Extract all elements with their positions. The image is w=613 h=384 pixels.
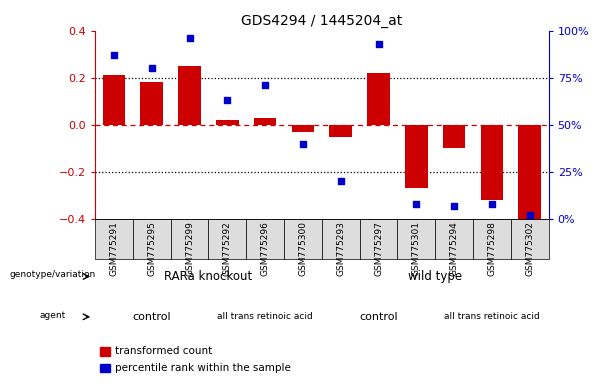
Text: GSM775297: GSM775297 — [374, 221, 383, 276]
Text: GSM775294: GSM775294 — [449, 221, 459, 276]
Text: GSM775298: GSM775298 — [487, 221, 497, 276]
Bar — [405, 125, 428, 188]
Text: GSM775293: GSM775293 — [336, 221, 345, 276]
FancyBboxPatch shape — [322, 219, 360, 259]
Text: GSM775299: GSM775299 — [185, 221, 194, 276]
FancyBboxPatch shape — [511, 219, 549, 259]
Text: GSM775295: GSM775295 — [147, 221, 156, 276]
Bar — [99, 347, 110, 356]
Point — [449, 203, 459, 209]
Bar — [367, 73, 390, 125]
Text: transformed count: transformed count — [115, 346, 213, 356]
Bar — [443, 125, 465, 148]
Bar — [99, 364, 110, 372]
Point — [260, 82, 270, 88]
Bar — [216, 120, 238, 125]
Text: genotype/variation: genotype/variation — [9, 270, 96, 279]
FancyBboxPatch shape — [95, 219, 133, 259]
Bar — [102, 75, 125, 125]
FancyBboxPatch shape — [170, 219, 208, 259]
Bar — [178, 66, 201, 125]
Point — [223, 97, 232, 103]
Title: GDS4294 / 1445204_at: GDS4294 / 1445204_at — [241, 14, 403, 28]
Point — [373, 41, 384, 47]
FancyBboxPatch shape — [397, 219, 435, 259]
Bar — [519, 125, 541, 223]
Point — [109, 52, 119, 58]
Text: control: control — [359, 312, 398, 322]
Bar — [254, 118, 276, 125]
Point — [185, 35, 194, 41]
Text: agent: agent — [39, 311, 66, 319]
Text: GSM775301: GSM775301 — [412, 221, 421, 276]
Bar — [140, 83, 163, 125]
Text: all trans retinoic acid: all trans retinoic acid — [444, 312, 540, 321]
FancyBboxPatch shape — [284, 219, 322, 259]
FancyBboxPatch shape — [133, 219, 170, 259]
Point — [487, 201, 497, 207]
FancyBboxPatch shape — [360, 219, 397, 259]
Text: GSM775292: GSM775292 — [223, 221, 232, 276]
Point — [411, 201, 421, 207]
Point — [298, 141, 308, 147]
Text: control: control — [132, 312, 171, 322]
Bar — [329, 125, 352, 137]
Bar — [481, 125, 503, 200]
FancyBboxPatch shape — [208, 219, 246, 259]
FancyBboxPatch shape — [246, 219, 284, 259]
FancyBboxPatch shape — [435, 219, 473, 259]
Text: RARa knockout: RARa knockout — [164, 270, 253, 283]
Text: percentile rank within the sample: percentile rank within the sample — [115, 363, 291, 373]
Point — [525, 212, 535, 218]
Text: all trans retinoic acid: all trans retinoic acid — [217, 312, 313, 321]
Text: wild type: wild type — [408, 270, 462, 283]
Point — [147, 65, 156, 71]
Bar — [292, 125, 314, 132]
Text: GSM775302: GSM775302 — [525, 221, 535, 276]
FancyBboxPatch shape — [473, 219, 511, 259]
Text: GSM775291: GSM775291 — [109, 221, 118, 276]
Text: GSM775300: GSM775300 — [299, 221, 308, 276]
Point — [336, 178, 346, 184]
Text: GSM775296: GSM775296 — [261, 221, 270, 276]
